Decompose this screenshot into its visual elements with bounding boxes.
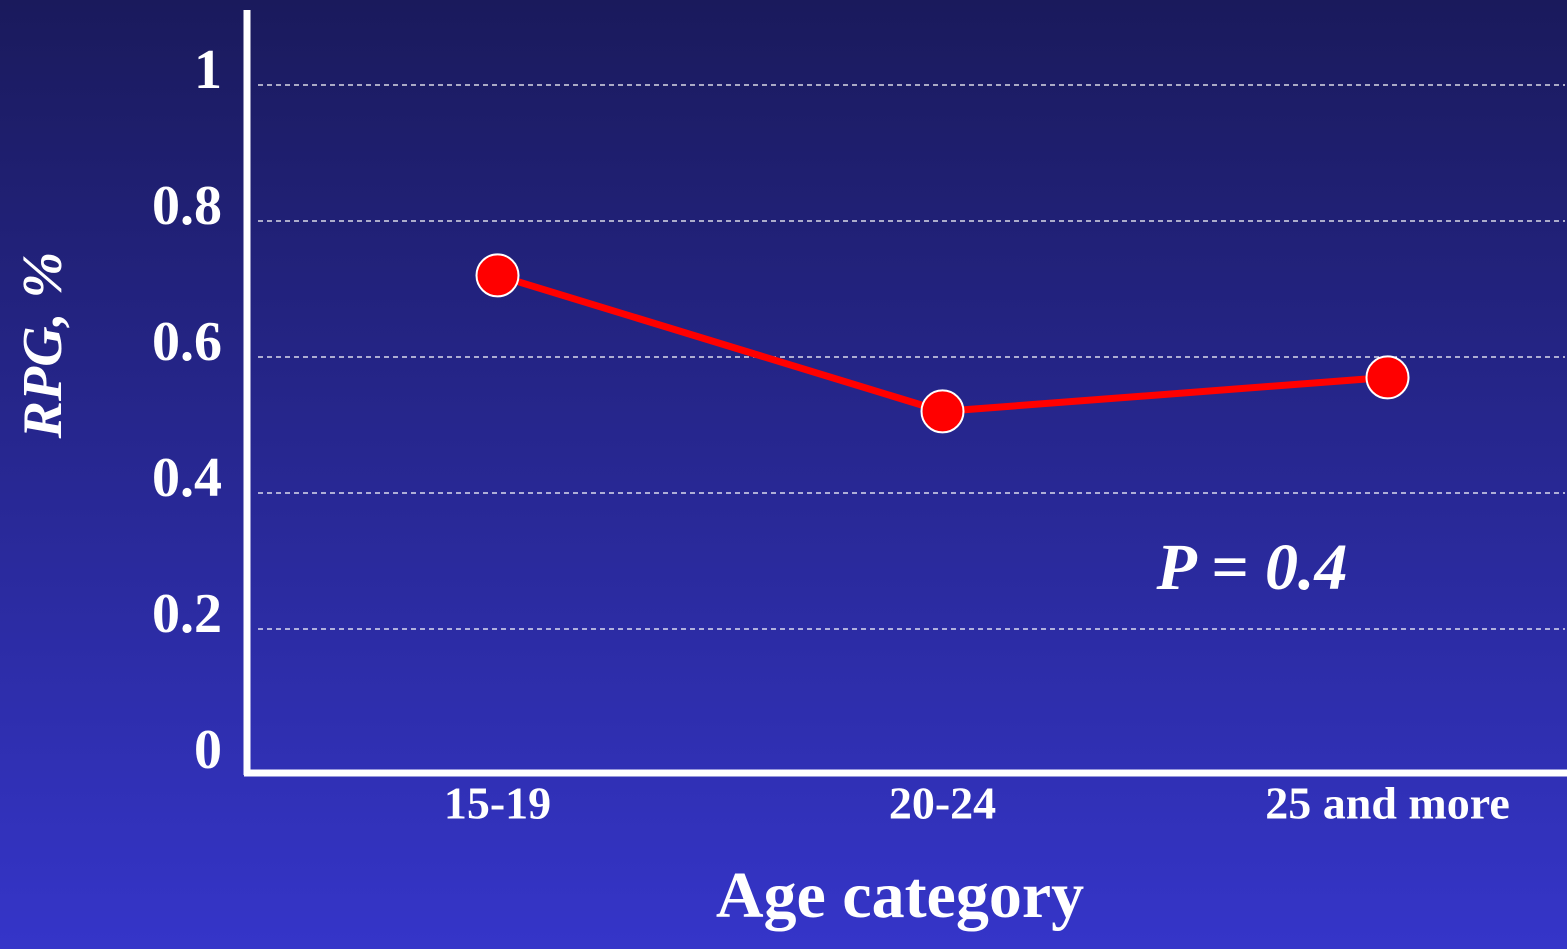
y-axis-title: RPG, % (12, 252, 74, 440)
x-tick-label: 25 and more (1265, 778, 1510, 829)
y-tick-label: 0.2 (152, 583, 222, 645)
data-point (920, 389, 965, 434)
x-tick-label: 15-19 (444, 778, 551, 829)
data-point (1365, 355, 1410, 400)
annotation: P = 0.4 (1156, 531, 1348, 604)
y-tick-label: 0.8 (152, 175, 222, 237)
data-point (475, 253, 520, 298)
x-tick-label: 20-24 (889, 778, 996, 829)
y-tick-label: 0 (194, 719, 222, 781)
y-tick-label: 0.6 (152, 311, 222, 373)
y-tick-label: 0.4 (152, 447, 222, 509)
x-axis-title: Age category (716, 859, 1084, 932)
y-tick-label: 1 (194, 39, 222, 101)
